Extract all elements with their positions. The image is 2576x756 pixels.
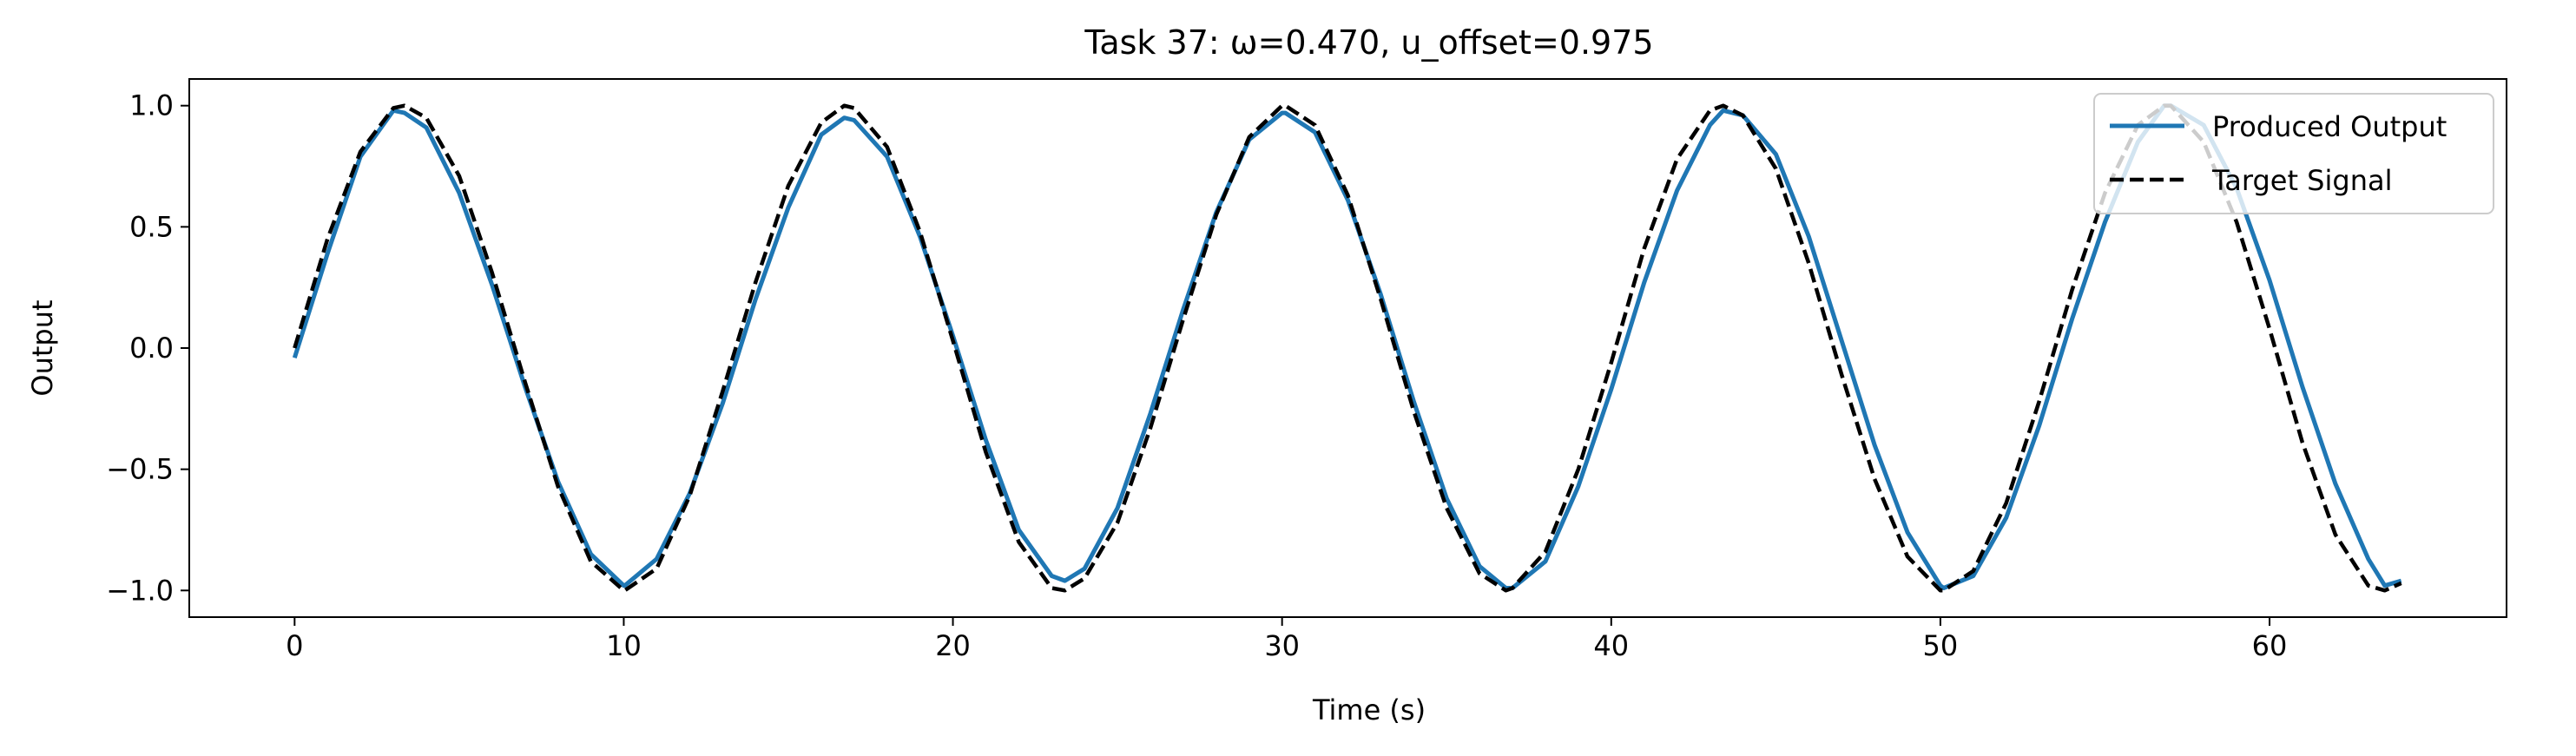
y-tick-label: 0.5 (129, 210, 174, 243)
x-tick-label: 10 (606, 629, 642, 662)
y-tick-label: 1.0 (129, 89, 174, 122)
x-tick-label: 40 (1593, 629, 1629, 662)
series-line-produced-output (292, 103, 2402, 590)
legend-label-target-signal: Target Signal (2211, 164, 2392, 197)
x-tick-label: 20 (935, 629, 971, 662)
chart-title: Task 37: ω=0.470, u_offset=0.975 (1084, 23, 1653, 62)
y-axis-label: Output (26, 299, 59, 396)
legend-label-produced-output: Produced Output (2212, 110, 2447, 143)
x-tick-label: 60 (2252, 629, 2288, 662)
chart-legend: Produced Output Target Signal (2093, 93, 2494, 214)
x-axis-label: Time (s) (1312, 694, 1426, 726)
x-tick-label: 50 (1923, 629, 1959, 662)
y-axis: −1.0 −0.5 0.0 0.5 1.0 (106, 89, 189, 607)
x-tick-label: 30 (1264, 629, 1300, 662)
legend-frame (2093, 93, 2494, 214)
y-tick-label: −0.5 (106, 453, 174, 486)
series-line-target-signal (293, 103, 2402, 593)
series-layer (292, 103, 2402, 593)
y-tick-label: 0.0 (129, 332, 174, 365)
y-tick-label: −1.0 (106, 574, 174, 607)
x-axis: 0 10 20 30 40 50 60 (286, 617, 2287, 662)
x-tick-label: 0 (286, 629, 303, 662)
